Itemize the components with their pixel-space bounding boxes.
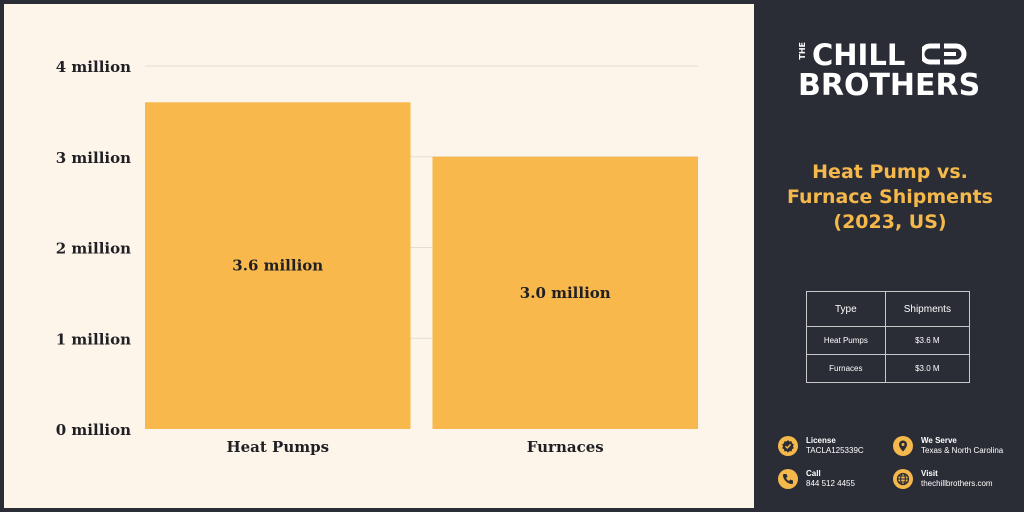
table-cell: Furnaces <box>806 354 886 383</box>
bar <box>432 156 698 429</box>
website-link[interactable]: thechillbrothers.com <box>921 479 993 488</box>
x-tick-label: Heat Pumps <box>226 438 329 456</box>
globe-icon <box>893 469 913 489</box>
table-row: Furnaces $3.0 M <box>806 354 971 383</box>
side-title-line: Furnace Shipments <box>787 186 993 208</box>
y-tick-label: 3 million <box>56 149 131 167</box>
visit-info[interactable]: Visit thechillbrothers.com <box>893 469 1023 493</box>
table-cell: $3.6 M <box>884 326 971 355</box>
side-title-line: Heat Pump vs. <box>812 161 968 183</box>
logo-the-text: THE <box>798 42 807 60</box>
we-serve-info: We Serve Texas & North Carolina <box>893 436 1023 460</box>
table-header-shipments: Shipments <box>884 291 971 327</box>
logo-brothers-text: BROTHERS <box>798 68 981 103</box>
table-row: Heat Pumps $3.6 M <box>806 326 971 355</box>
shipments-table: Type Shipments Heat Pumps $3.6 M Furnace… <box>806 291 971 383</box>
table-cell: Heat Pumps <box>806 326 886 355</box>
y-tick-label: 4 million <box>56 58 131 76</box>
phone-icon <box>778 469 798 489</box>
y-tick-label: 0 million <box>56 421 131 439</box>
logo-chill-text: CHILL <box>812 38 906 72</box>
y-tick-label: 2 million <box>56 240 131 258</box>
chart-side-title: Heat Pump vs. Furnace Shipments (2023, U… <box>770 160 1010 235</box>
badge-check-icon <box>778 436 798 456</box>
bar-chart: 0 million 1 million 2 million 3 million 4 mi… <box>56 58 698 456</box>
we-serve-label: We Serve <box>921 436 957 445</box>
phone-number-link[interactable]: 844 512 4455 <box>806 479 855 488</box>
side-title-line: (2023, US) <box>833 211 947 233</box>
bar-data-label: 3.0 million <box>520 284 611 302</box>
call-label: Call <box>806 469 821 478</box>
table-cell: $3.0 M <box>884 354 971 383</box>
license-value: TACLA125339C <box>806 446 864 455</box>
we-serve-value: Texas & North Carolina <box>921 446 1004 455</box>
logo-mark-icon <box>922 43 967 65</box>
table-header-row: Type Shipments <box>806 291 971 327</box>
x-tick-label: Furnaces <box>527 438 604 456</box>
bar <box>145 102 411 430</box>
visit-label: Visit <box>921 469 938 478</box>
chart-panel: 0 million 1 million 2 million 3 million 4 mi… <box>4 4 754 508</box>
bar-data-label: 3.6 million <box>232 257 323 275</box>
map-pin-icon <box>893 436 913 456</box>
table-header-type: Type <box>806 291 886 327</box>
license-label: License <box>806 436 836 445</box>
license-info: License TACLA125339C <box>778 436 908 460</box>
call-info[interactable]: Call 844 512 4455 <box>778 469 908 493</box>
brand-logo: THE CHILL BROTHERS <box>798 40 998 104</box>
y-tick-label: 1 million <box>56 330 131 348</box>
